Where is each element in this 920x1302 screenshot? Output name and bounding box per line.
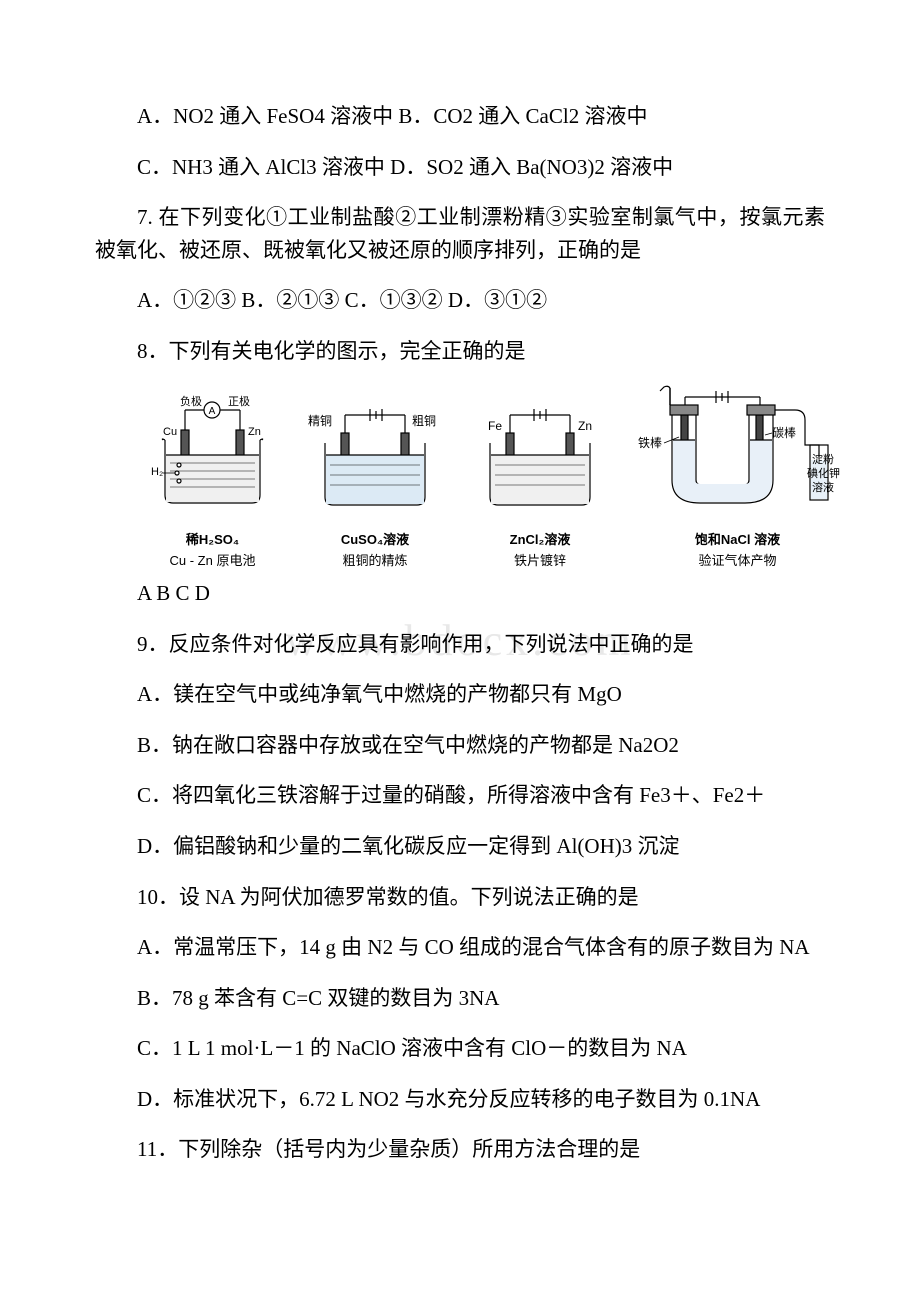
svg-text:碳棒: 碳棒 <box>772 426 796 440</box>
paragraph: A．常温常压下，14 g 由 N2 与 CO 组成的混合气体含有的原子数目为 N… <box>95 931 825 964</box>
svg-text:铁棒: 铁棒 <box>638 436 662 450</box>
figure-label: 饱和NaCl 溶液 <box>695 529 780 548</box>
paragraph: A．①②③ B．②①③ C．①③② D．③①② <box>95 284 825 317</box>
figure-sublabel: 粗铜的精炼 <box>342 550 407 569</box>
paragraph: D．偏铝酸钠和少量的二氧化碳反应一定得到 Al(OH)3 沉淀 <box>95 830 825 863</box>
paragraph: 11．下列除杂（括号内为少量杂质）所用方法合理的是 <box>95 1133 825 1166</box>
paragraph: C．将四氧化三铁溶解于过量的硝酸，所得溶液中含有 Fe3＋、Fe2＋ <box>95 779 825 812</box>
figure-c: Fe Zn ZnCl₂溶液 铁片镀锌 <box>470 405 610 569</box>
figure-b: 精铜 粗铜 CuSO₄溶液 粗铜的精炼 <box>300 405 450 569</box>
svg-text:正极: 正极 <box>228 395 250 408</box>
svg-text:碘化钾: 碘化钾 <box>807 466 840 480</box>
electrolysis-diagram-icon: 精铜 粗铜 <box>300 405 450 525</box>
paragraph: A．镁在空气中或纯净氧气中燃烧的产物都只有 MgO <box>95 678 825 711</box>
figure-sublabel: 铁片镀锌 <box>514 550 566 569</box>
paragraph: 9．反应条件对化学反应具有影响作用，下列说法中正确的是 <box>95 628 825 661</box>
figure-d: 铁棒 碳棒 <box>630 385 845 569</box>
svg-text:Zn: Zn <box>248 426 261 438</box>
svg-text:负极: 负极 <box>180 395 202 408</box>
svg-text:精铜: 精铜 <box>308 413 332 428</box>
paragraph: C．NH3 通入 AlCl3 溶液中 D．SO2 通入 Ba(NO3)2 溶液中 <box>95 151 825 184</box>
svg-text:A: A <box>209 406 216 417</box>
figure-a: A 负极 正极 Cu Zn <box>145 395 280 569</box>
svg-text:Fe: Fe <box>488 419 502 433</box>
figure-sublabel: Cu - Zn 原电池 <box>170 550 256 569</box>
page-content: A．NO2 通入 FeSO4 溶液中 B．CO2 通入 CaCl2 溶液中 C．… <box>0 0 920 1244</box>
figure-label: ZnCl₂溶液 <box>510 529 571 548</box>
figure-sublabel: 验证气体产物 <box>698 550 776 569</box>
paragraph: D．标准状况下，6.72 L NO2 与水充分反应转移的电子数目为 0.1NA <box>95 1083 825 1116</box>
utube-diagram-icon: 铁棒 碳棒 <box>630 385 845 525</box>
svg-text:溶液: 溶液 <box>812 480 834 494</box>
plating-diagram-icon: Fe Zn <box>470 405 610 525</box>
paragraph: A B C D <box>95 577 825 610</box>
figure-row: A 负极 正极 Cu Zn <box>145 385 825 569</box>
svg-text:Cu: Cu <box>163 426 177 438</box>
svg-text:H₂: H₂ <box>151 466 163 478</box>
paragraph: C．1 L 1 mol·L－1 的 NaClO 溶液中含有 ClO－的数目为 N… <box>95 1032 825 1065</box>
svg-text:Zn: Zn <box>578 419 592 433</box>
svg-text:粗铜: 粗铜 <box>412 413 436 428</box>
figure-label: 稀H₂SO₄ <box>186 529 239 548</box>
paragraph: A．NO2 通入 FeSO4 溶液中 B．CO2 通入 CaCl2 溶液中 <box>95 100 825 133</box>
paragraph: 10．设 NA 为阿伏加德罗常数的值。下列说法正确的是 <box>95 881 825 914</box>
figure-label: CuSO₄溶液 <box>341 529 409 548</box>
paragraph: B．钠在敞口容器中存放或在空气中燃烧的产物都是 Na2O2 <box>95 729 825 762</box>
paragraph: B．78 g 苯含有 C=C 双键的数目为 3NA <box>95 982 825 1015</box>
paragraph: 7. 在下列变化①工业制盐酸②工业制漂粉精③实验室制氯气中，按氯元素被氧化、被还… <box>95 201 825 266</box>
paragraph: 8．下列有关电化学的图示，完全正确的是 <box>95 335 825 368</box>
svg-text:淀粉: 淀粉 <box>812 452 834 466</box>
cell-diagram-icon: A 负极 正极 Cu Zn <box>145 395 280 525</box>
